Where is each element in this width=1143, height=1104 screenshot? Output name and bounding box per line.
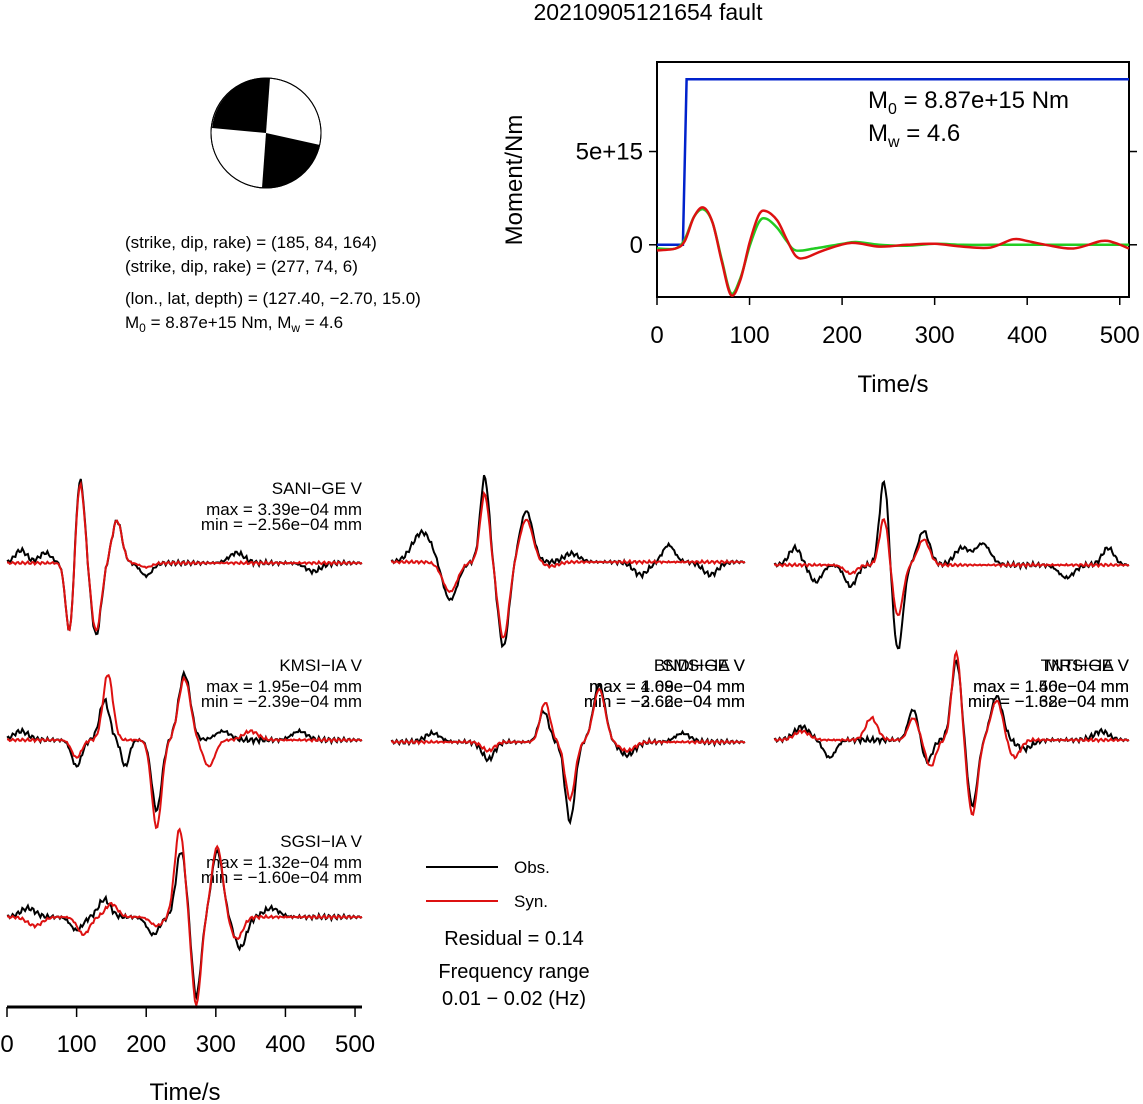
- legend-syn-label: Syn.: [514, 892, 548, 911]
- station-min: min = −3.62e−04 mm: [584, 692, 745, 711]
- mechanism-magnitude: M0 = 8.87e+15 Nm, Mw = 4.6: [125, 313, 343, 335]
- mechanism-plane-1: (strike, dip, rake) = (185, 84, 164): [125, 233, 377, 252]
- station-max: max = 1.95e−04 mm: [206, 677, 362, 696]
- frequency-range-value: 0.01 − 0.02 (Hz): [442, 988, 586, 1010]
- waveform-xtick-label: 400: [265, 1031, 305, 1058]
- beachball-quadrant-bottom: [262, 133, 320, 189]
- legend: Obs. Syn. Residual = 0.14 Frequency rang…: [426, 858, 590, 1010]
- station-min: min = −2.66e−04 mm: [584, 692, 745, 711]
- beachball: [210, 77, 322, 189]
- moment-xtick-label: 0: [650, 322, 663, 349]
- moment-series-1: [656, 207, 1129, 296]
- station-min: min = −1.68e−04 mm: [968, 692, 1129, 711]
- moment-ylabel: Moment/Nm: [501, 115, 528, 246]
- residual-label: Residual = 0.14: [444, 928, 584, 950]
- station-max: max = 1.46e−04 mm: [973, 677, 1129, 696]
- moment-xlabel: Time/s: [857, 371, 928, 398]
- station-max: max = 4.09e−04 mm: [589, 677, 745, 696]
- station-max: max = 3.39e−04 mm: [206, 500, 362, 519]
- mechanism-plane-2: (strike, dip, rake) = (277, 74, 6): [125, 257, 358, 276]
- moment-series-0: [657, 78, 1129, 247]
- station-max: max = 1.32e−04 mm: [206, 853, 362, 872]
- station-name: TNTI−GE V: [1041, 656, 1130, 675]
- station-max: max = 1.68e−04 mm: [589, 677, 745, 696]
- figure-title: 20210905121654 fault: [534, 0, 764, 25]
- station-name: MRSI−IA V: [1045, 656, 1129, 675]
- synthetic-trace: [773, 518, 1130, 617]
- moment-series-2: [656, 206, 1130, 297]
- moment-xtick-label: 200: [822, 322, 862, 349]
- station-min: min = −2.56e−04 mm: [201, 515, 362, 534]
- waveform-xtick-label: 100: [57, 1031, 97, 1058]
- legend-obs-label: Obs.: [514, 858, 550, 877]
- moment-ytick-label: 5e+15: [576, 139, 643, 166]
- station-name: SMSI−IA V: [662, 656, 745, 675]
- mechanism-location: (lon., lat, depth) = (127.40, −2.70, 15.…: [125, 289, 421, 308]
- waveform-xlabel: Time/s: [149, 1079, 220, 1104]
- synthetic-trace: [390, 687, 746, 803]
- synthetic-trace: [6, 673, 363, 830]
- waveform-time-axis: Time/s 0 100 200 300 400 500: [0, 1005, 375, 1104]
- moment-mw-label: Mw = 4.6: [868, 120, 960, 151]
- station-min: min = −1.32e−04 mm: [968, 692, 1129, 711]
- moment-ytick-label: 0: [630, 232, 643, 259]
- moment-chart-axes: 0 100 200 300 400 500 0 5e+15: [576, 139, 1140, 349]
- beachball-quadrant-top: [212, 77, 270, 133]
- station-name: SGSI−IA V: [280, 832, 362, 851]
- moment-m0-label: M0 = 8.87e+15 Nm: [868, 87, 1069, 118]
- moment-xtick-label: 500: [1100, 322, 1140, 349]
- station-min: min = −1.60e−04 mm: [201, 868, 362, 887]
- moment-chart-series: [656, 78, 1130, 297]
- synthetic-trace: [390, 490, 746, 639]
- station-name: KMSI−IA V: [279, 656, 362, 675]
- synthetic-trace: [773, 649, 1130, 817]
- synthetic-trace: [6, 827, 363, 1009]
- mechanism-info: (strike, dip, rake) = (185, 84, 164) (st…: [125, 233, 421, 335]
- waveform-xtick-label: 0: [0, 1031, 13, 1058]
- synthetic-trace: [6, 480, 363, 633]
- waveform-xtick-label: 300: [196, 1031, 236, 1058]
- station-name: BNDI−GE V: [654, 656, 746, 675]
- station-name: SANI−GE V: [272, 479, 363, 498]
- frequency-range-title: Frequency range: [438, 961, 589, 983]
- waveform-xtick-label: 200: [126, 1031, 166, 1058]
- station-max: max = 1.50e−04 mm: [973, 677, 1129, 696]
- moment-xtick-label: 100: [730, 322, 770, 349]
- station-min: min = −2.39e−04 mm: [201, 692, 362, 711]
- moment-xtick-label: 300: [915, 322, 955, 349]
- moment-chart-frame: [656, 61, 1130, 298]
- moment-xtick-label: 400: [1007, 322, 1047, 349]
- waveform-xtick-label: 500: [335, 1031, 375, 1058]
